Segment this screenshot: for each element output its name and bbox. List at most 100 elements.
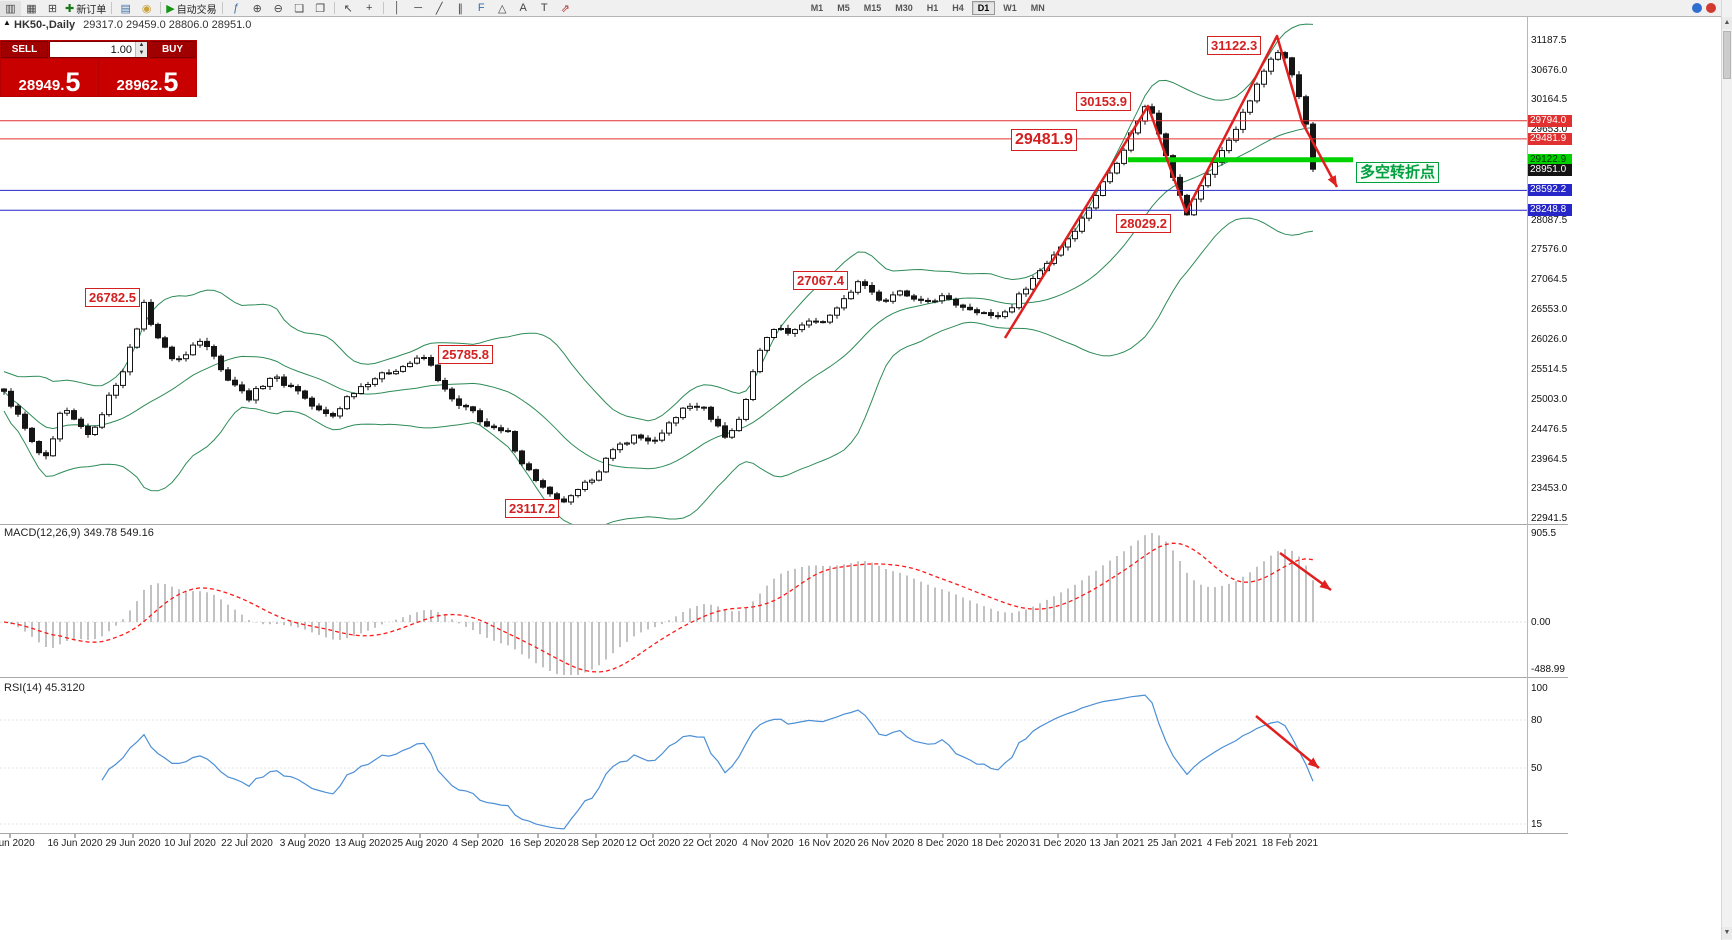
price-axis-label: 26026.0 <box>1531 334 1568 346</box>
date-label: 13 Jan 2021 <box>1089 838 1145 849</box>
trendline-icon[interactable]: ╱ <box>435 2 443 15</box>
date-label: 16 Nov 2020 <box>798 838 856 849</box>
scroll-down-arrow[interactable]: ▼ <box>1722 927 1732 939</box>
price-tag-blue: 28248.8 <box>1528 204 1572 217</box>
tile-windows-icon[interactable]: ❏ <box>294 2 305 15</box>
date-label: 28 Sep 2020 <box>567 838 625 849</box>
chart-bars-icon[interactable]: ▥ <box>0 0 21 16</box>
price-tag-red: 29481.9 <box>1528 132 1572 145</box>
label-icon[interactable]: T <box>540 2 548 14</box>
news-icon[interactable] <box>1692 3 1702 13</box>
zoom-in-icon[interactable]: ⊕ <box>252 2 262 15</box>
peak-label-27067[interactable]: 27067.4 <box>793 271 848 290</box>
sell-price-pip: 5 <box>65 67 81 97</box>
text-icon[interactable]: A <box>519 2 527 14</box>
low-label-23117[interactable]: 23117.2 <box>505 499 560 518</box>
rsi-axis-label: 80 <box>1531 715 1543 726</box>
scroll-thumb[interactable] <box>1723 31 1731 79</box>
vertical-line-icon[interactable]: │ <box>393 2 401 14</box>
date-label: 25 Jan 2021 <box>1147 838 1203 849</box>
turning-point-label[interactable]: 多空转折点 <box>1356 162 1440 183</box>
price-axis-label: 27064.5 <box>1531 274 1568 285</box>
accounts-icon[interactable]: ▤ <box>120 2 131 15</box>
timeframe-w1[interactable]: W1 <box>1003 3 1017 13</box>
community-icon[interactable]: ◉ <box>141 2 152 15</box>
arrow-tool-icon[interactable]: ⇗ <box>560 2 570 15</box>
buy-button[interactable]: BUY <box>149 41 196 58</box>
one-click-collapse-icon[interactable]: ▲ <box>3 18 11 27</box>
timeframe-d1[interactable]: D1 <box>971 1 996 15</box>
horizontal-line-icon[interactable]: ─ <box>414 2 423 14</box>
macd-axis-label: 905.5 <box>1531 528 1557 539</box>
date-label: 16 Jun 2020 <box>47 838 103 849</box>
macd-indicator-label: MACD(12,26,9) 349.78 549.16 <box>4 527 154 539</box>
price-tag-green: 29122.9 <box>1528 153 1572 166</box>
price-axis-label: 23453.0 <box>1531 483 1568 495</box>
low-label-28029[interactable]: 28029.2 <box>1116 214 1171 233</box>
vertical-scrollbar[interactable]: ▲ ▼ <box>1721 0 1732 940</box>
price-tag-blue: 28592.2 <box>1528 184 1572 197</box>
toolbar-right-group <box>1692 3 1716 13</box>
sell-price-button[interactable]: 28949. 5 <box>1 59 98 96</box>
peak-label-26782[interactable]: 26782.5 <box>85 288 140 307</box>
peak-label-31122[interactable]: 31122.3 <box>1207 36 1262 55</box>
price-axis-label: 31187.5 <box>1531 35 1567 46</box>
zoom-out-icon[interactable]: ⊖ <box>273 2 283 15</box>
price-tag-black: 28951.0 <box>1528 163 1572 176</box>
date-label: 29 Jun 2020 <box>105 838 161 849</box>
date-label: 2 Jun 2020 <box>0 838 35 849</box>
lot-size-value[interactable]: 1.00 <box>110 43 132 56</box>
cascade-windows-icon[interactable]: ❐ <box>315 2 326 15</box>
resistance-label-29481[interactable]: 29481.9 <box>1011 129 1077 151</box>
timeframe-mn[interactable]: MN <box>1030 3 1045 13</box>
scroll-up-arrow[interactable]: ▲ <box>1722 17 1732 29</box>
lot-spinner: ▲ ▼ <box>135 42 147 57</box>
shapes-icon[interactable]: △ <box>497 2 507 15</box>
peak-label-25785[interactable]: 25785.8 <box>438 345 493 364</box>
cursor-icon[interactable]: ↖ <box>343 2 353 15</box>
price-axis-label: 30676.0 <box>1531 64 1568 76</box>
rsi-indicator-label: RSI(14) 45.3120 <box>4 682 85 694</box>
timeframe-m1[interactable]: M1 <box>810 3 824 13</box>
lot-size-field[interactable]: 1.00 ▲ ▼ <box>49 41 148 58</box>
date-label: 10 Jul 2020 <box>164 838 216 849</box>
sell-button[interactable]: SELL <box>1 41 48 58</box>
date-label: 13 Aug 2020 <box>334 838 392 849</box>
price-axis-label: 28087.5 <box>1531 214 1568 226</box>
timeframe-h4[interactable]: H4 <box>952 3 964 13</box>
timeframe-h1[interactable]: H1 <box>926 3 939 13</box>
new-chart-icon[interactable]: ⊞ <box>47 2 58 15</box>
timeframe-m30[interactable]: M30 <box>895 3 913 13</box>
toolbar-separator <box>111 2 113 14</box>
fibonacci-icon[interactable]: F <box>477 2 485 14</box>
sell-price-main: 28949. <box>18 77 65 94</box>
price-axis-label: 24476.5 <box>1531 424 1568 436</box>
price-axis-label: 29653.0 <box>1531 123 1568 135</box>
lot-decrement-button[interactable]: ▼ <box>136 49 147 57</box>
peak-label-30153[interactable]: 30153.9 <box>1076 92 1131 111</box>
price-axis-label: 30164.5 <box>1531 94 1568 106</box>
toolbar-separator <box>221 2 223 14</box>
date-label: 26 Nov 2020 <box>857 838 915 849</box>
crosshair-icon[interactable]: + <box>365 2 373 14</box>
channel-icon[interactable]: ∥ <box>457 2 463 15</box>
price-axis-label: 27576.0 <box>1531 244 1568 256</box>
new-order-button[interactable]: ✚ 新订单 <box>65 2 107 16</box>
lot-increment-button[interactable]: ▲ <box>136 42 147 50</box>
price-tag-red: 29794.0 <box>1528 114 1572 127</box>
one-click-trade-panel: SELL 1.00 ▲ ▼ BUY 28949. 5 28962. 5 <box>0 40 197 97</box>
timeframe-m15[interactable]: M15 <box>863 3 882 13</box>
alerts-icon[interactable] <box>1706 3 1716 13</box>
autotrading-button[interactable]: ▶ 自动交易 <box>166 2 217 16</box>
indicators-icon[interactable]: ƒ <box>233 2 240 14</box>
buy-price-button[interactable]: 28962. 5 <box>99 59 196 96</box>
chart-candles-icon[interactable]: ▦ <box>26 2 37 15</box>
timeframe-m5[interactable]: M5 <box>837 3 850 13</box>
ohlc-values: 29317.0 29459.0 28806.0 28951.0 <box>83 19 252 31</box>
date-label: 25 Aug 2020 <box>391 838 449 849</box>
date-label: 22 Jul 2020 <box>221 838 273 849</box>
toolbar: ▥ ▦ ⊞ ✚ 新订单 ▤ ◉ ▶ 自动交易 ƒ ⊕ ⊖ ❏ ❐ ↖ + │ ─ ╱ ∥ F △ A T ⇗ M1 M5 M15 M30… <box>0 0 1732 17</box>
